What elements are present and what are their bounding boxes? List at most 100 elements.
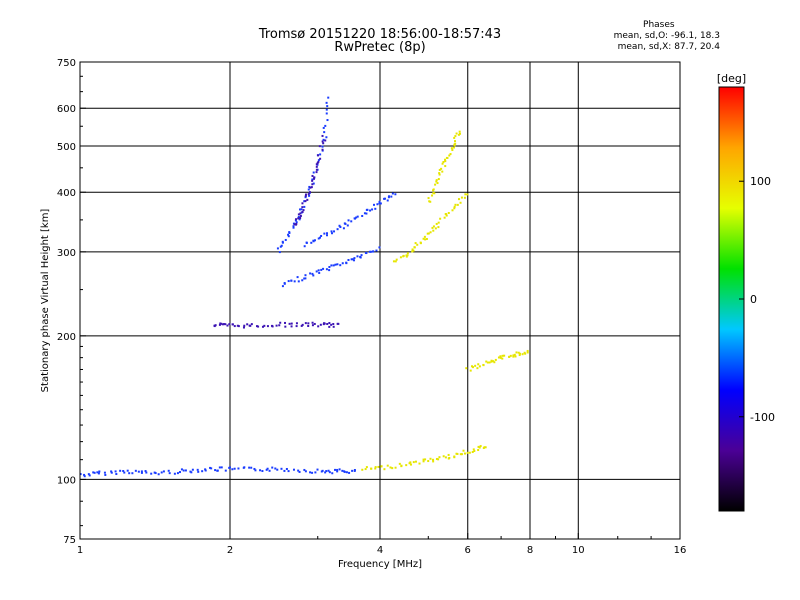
data-point — [330, 323, 333, 326]
data-point — [431, 194, 434, 197]
y-tick-label: 300 — [57, 248, 76, 259]
data-point — [93, 471, 96, 474]
data-point — [250, 323, 253, 326]
data-point — [228, 466, 231, 469]
data-point — [243, 466, 246, 469]
data-point — [293, 223, 296, 226]
data-point — [321, 134, 324, 137]
data-point — [432, 188, 435, 191]
y-tick-label: 400 — [57, 188, 76, 199]
data-point — [331, 472, 334, 475]
phase-summary-title: Phases — [643, 20, 675, 30]
data-point — [445, 213, 448, 216]
data-point — [477, 449, 480, 452]
data-point — [300, 208, 303, 211]
data-point — [115, 473, 118, 476]
data-point — [123, 471, 126, 474]
data-point — [443, 158, 446, 161]
y-tick-label: 750 — [57, 58, 76, 69]
data-point — [494, 358, 497, 361]
data-point — [279, 321, 282, 324]
data-point — [231, 323, 234, 326]
data-point — [298, 218, 301, 221]
data-point — [338, 224, 341, 227]
data-point — [369, 250, 372, 253]
data-point — [361, 214, 364, 217]
data-point — [398, 462, 401, 465]
data-point — [311, 471, 314, 474]
data-point — [119, 469, 122, 472]
data-point — [176, 472, 179, 475]
data-point — [411, 250, 414, 253]
colorbar-label: [deg] — [717, 72, 746, 85]
data-point — [514, 355, 517, 358]
data-point — [444, 160, 447, 163]
data-point — [315, 270, 318, 273]
data-point — [157, 473, 160, 476]
data-point — [254, 469, 257, 472]
x-tick-label: 8 — [527, 545, 533, 556]
data-point — [284, 321, 287, 324]
colorbar-tick-label: 0 — [750, 293, 757, 306]
data-point — [266, 325, 269, 328]
data-point — [214, 469, 217, 472]
data-point — [284, 238, 287, 241]
data-point — [460, 196, 463, 199]
data-point — [314, 471, 317, 474]
data-point — [351, 258, 354, 261]
data-point — [128, 472, 131, 475]
data-point — [451, 209, 454, 212]
data-point — [96, 471, 99, 474]
data-point — [339, 226, 342, 229]
data-point — [346, 224, 349, 227]
data-point — [518, 354, 521, 357]
data-point — [391, 192, 394, 195]
data-point — [221, 323, 224, 326]
data-point — [416, 243, 419, 246]
data-point — [321, 140, 324, 143]
data-point — [501, 357, 504, 360]
data-point — [437, 178, 440, 181]
data-point — [303, 200, 306, 203]
data-point — [472, 366, 475, 369]
data-point — [454, 142, 457, 145]
data-point — [325, 112, 328, 115]
colorbar: [deg] 100 0 -100 — [717, 72, 775, 512]
data-point — [302, 209, 305, 212]
x-axis-label: Frequency [MHz] — [338, 559, 422, 570]
data-point — [441, 162, 444, 165]
data-point — [309, 186, 312, 189]
data-point — [390, 195, 393, 198]
data-point — [435, 179, 438, 182]
data-point — [184, 469, 187, 472]
data-point — [473, 449, 476, 452]
data-point — [268, 469, 271, 472]
data-point — [392, 260, 395, 263]
data-point — [411, 248, 414, 251]
data-point — [323, 232, 326, 235]
data-point — [292, 468, 295, 471]
data-point — [365, 252, 368, 255]
data-point — [338, 468, 341, 471]
data-point — [280, 244, 283, 247]
data-point — [354, 217, 357, 220]
data-point — [451, 149, 454, 152]
data-point — [317, 160, 320, 163]
y-tick-label: 600 — [57, 104, 76, 115]
data-point — [263, 324, 266, 327]
data-point — [216, 469, 219, 472]
data-point — [271, 325, 274, 328]
data-point — [322, 126, 325, 129]
data-point — [405, 464, 408, 467]
data-point — [318, 271, 321, 274]
data-point — [162, 470, 165, 473]
data-point — [459, 453, 462, 456]
data-point — [414, 242, 417, 245]
data-point — [377, 465, 380, 468]
data-point — [435, 180, 438, 183]
data-point — [472, 448, 475, 451]
x-tick-label: 4 — [377, 545, 383, 556]
data-point — [311, 183, 314, 186]
data-point — [418, 462, 421, 465]
data-point — [209, 466, 212, 469]
